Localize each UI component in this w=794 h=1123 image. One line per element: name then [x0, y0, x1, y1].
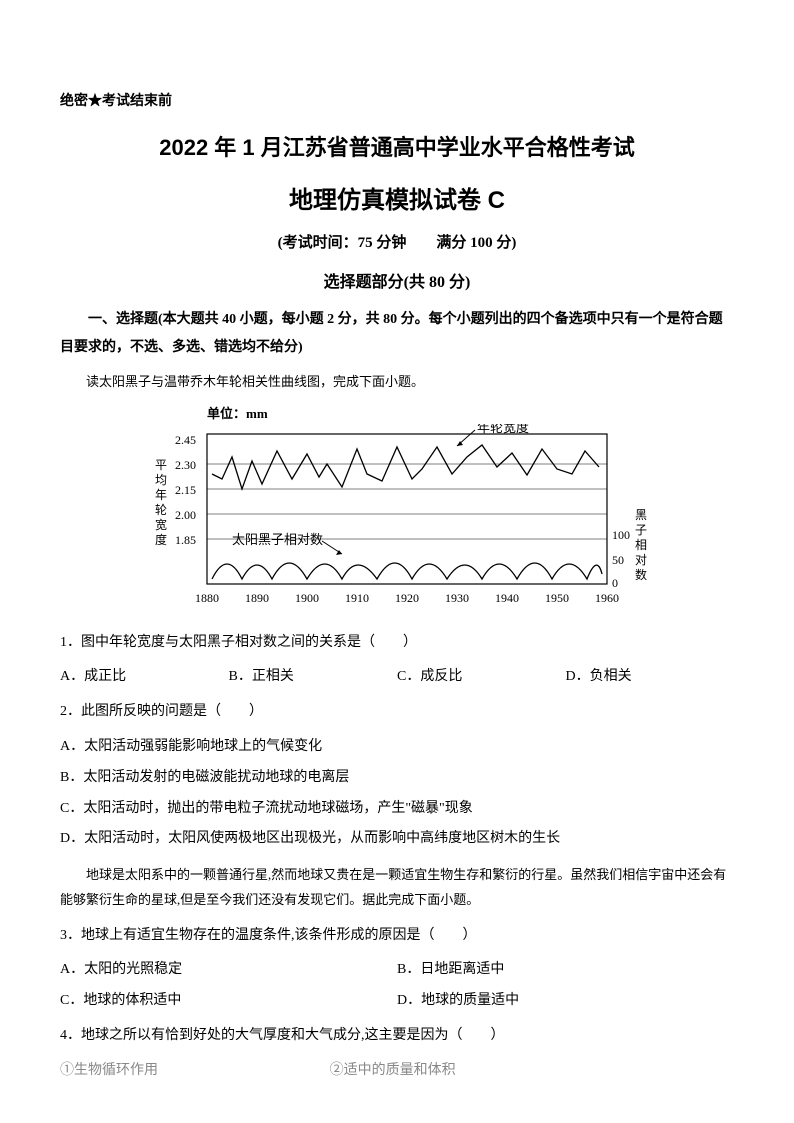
x-tick: 1890 — [245, 591, 269, 605]
question-3-options-row2: C．地球的体积适中 D．地球的质量适中 — [60, 986, 734, 1017]
exam-info: (考试时间：75 分钟 满分 100 分) — [60, 231, 734, 252]
x-tick: 1910 — [345, 591, 369, 605]
subitem-1: ①生物循环作用 — [60, 1056, 330, 1087]
y-right-tick: 0 — [612, 576, 618, 590]
x-tick: 1960 — [595, 591, 619, 605]
question-3: 3．地球上有适宜生物存在的温度条件,该条件形成的原因是（ ） — [60, 921, 734, 952]
title-sub: 地理仿真模拟试卷 C — [60, 180, 734, 215]
series-label-sunspot: 太阳黑子相对数 — [232, 532, 323, 547]
option-b: B．正相关 — [229, 662, 398, 693]
option-b: B．日地距离适中 — [397, 955, 734, 986]
option-a: A．成正比 — [60, 662, 229, 693]
x-tick: 1930 — [445, 591, 469, 605]
y-right-tick: 100 — [612, 528, 630, 542]
option-d: D．负相关 — [566, 662, 735, 693]
passage-2: 地球是太阳系中的一颗普通行星,然而地球又贵在是一颗适宜生物生存和繁衍的行星。虽然… — [60, 863, 734, 912]
question-1-options: A．成正比 B．正相关 C．成反比 D．负相关 — [60, 662, 734, 693]
x-tick: 1920 — [395, 591, 419, 605]
exam-page: 绝密★考试结束前 2022 年 1 月江苏省普通高中学业水平合格性考试 地理仿真… — [0, 0, 794, 1123]
y-left-char: 平 — [155, 458, 167, 472]
passage-1: 读太阳黑子与温带乔木年轮相关性曲线图，完成下面小题。 — [60, 370, 734, 395]
option-d: D．地球的质量适中 — [397, 986, 734, 1017]
question-4-subitems: ①生物循环作用 ②适中的质量和体积 — [60, 1056, 734, 1087]
y-left-tick: 2.45 — [175, 433, 196, 447]
chart-container: 单位：mm 平 均 年 轮 宽 度 2.45 2.30 2.15 2.00 1.… — [147, 403, 647, 614]
y-left-char: 宽 — [155, 517, 167, 532]
question-3-options-row1: A．太阳的光照稳定 B．日地距离适中 — [60, 955, 734, 986]
sunspot-treering-chart: 平 均 年 轮 宽 度 2.45 2.30 2.15 2.00 1.85 — [147, 424, 647, 614]
y-left-tick: 2.00 — [175, 508, 196, 522]
y-left-tick: 2.15 — [175, 483, 196, 497]
subitem-2: ②适中的质量和体积 — [330, 1056, 600, 1087]
option-a: A．太阳活动强弱能影响地球上的气候变化 — [60, 732, 734, 763]
option-a: A．太阳的光照稳定 — [60, 955, 397, 986]
section-title: 选择题部分(共 80 分) — [60, 268, 734, 292]
y-right-char: 相 — [635, 538, 647, 552]
option-c: C．成反比 — [397, 662, 566, 693]
y-right-char: 对 — [635, 553, 647, 567]
question-1: 1．图中年轮宽度与太阳黑子相对数之间的关系是（ ） — [60, 628, 734, 659]
y-left-tick: 2.30 — [175, 458, 196, 472]
y-left-char: 度 — [155, 532, 167, 547]
title-main: 2022 年 1 月江苏省普通高中学业水平合格性考试 — [60, 130, 734, 162]
y-right-char: 黑 — [635, 508, 647, 522]
question-2-options: A．太阳活动强弱能影响地球上的气候变化 B．太阳活动发射的电磁波能扰动地球的电离… — [60, 732, 734, 855]
series-sunspot — [212, 563, 602, 579]
option-b: B．太阳活动发射的电磁波能扰动地球的电离层 — [60, 763, 734, 794]
option-c: C．太阳活动时，抛出的带电粒子流扰动地球磁场，产生"磁暴"现象 — [60, 794, 734, 825]
y-right-char: 数 — [635, 567, 647, 582]
x-tick: 1950 — [545, 591, 569, 605]
x-tick: 1900 — [295, 591, 319, 605]
section-instruction: 一、选择题(本大题共 40 小题，每小题 2 分，共 80 分。每个小题列出的四… — [60, 306, 734, 362]
question-4: 4．地球之所以有恰到好处的大气厚度和大气成分,这主要是因为（ ） — [60, 1021, 734, 1052]
series-treering — [212, 445, 599, 489]
y-right-char: 子 — [635, 523, 647, 537]
question-2: 2．此图所反映的问题是（ ） — [60, 697, 734, 728]
chart-unit-label: 单位：mm — [207, 403, 647, 422]
x-tick: 1940 — [495, 591, 519, 605]
series-label-treering: 年轮宽度 — [477, 424, 529, 435]
y-left-tick: 1.85 — [175, 533, 196, 547]
y-left-char: 均 — [155, 473, 167, 487]
y-right-tick: 50 — [612, 553, 624, 567]
option-c: C．地球的体积适中 — [60, 986, 397, 1017]
x-tick: 1880 — [195, 591, 219, 605]
y-left-char: 轮 — [155, 503, 167, 517]
y-left-char: 年 — [155, 488, 167, 502]
option-d: D．太阳活动时，太阳风使两极地区出现极光，从而影响中高纬度地区树木的生长 — [60, 824, 734, 855]
confidential-label: 绝密★考试结束前 — [60, 90, 734, 110]
